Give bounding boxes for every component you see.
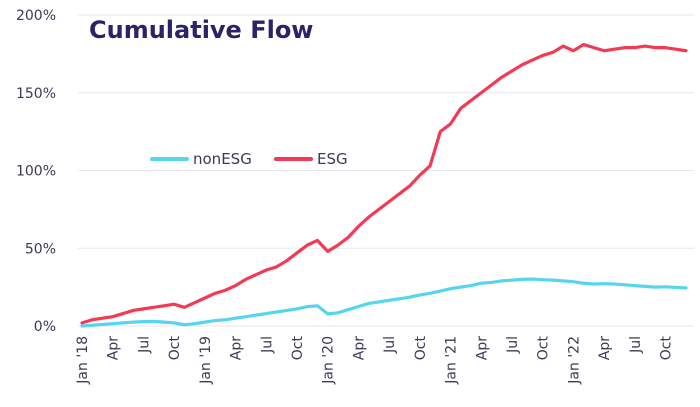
y-tick-label: 50% [25,241,56,257]
series-lines [80,42,688,328]
x-tick-label: Jan '20 [321,336,337,385]
x-tick-label: Jul [136,336,152,354]
gridlines [78,14,694,327]
x-tick-label: Jan '22 [566,336,582,385]
y-tick-label: 150% [16,86,56,102]
y-tick-label: 100% [16,164,56,180]
x-tick-label: Oct [413,336,429,361]
x-axis-ticks: Jan '18 Apr Jul Oct Jan '19 Apr Jul Oct Jan '20 A… [75,336,675,385]
x-tick-label: Jan '19 [198,336,214,385]
y-axis-ticks: 0% 50% 100% 150% 200% [16,8,56,335]
x-tick-label: Jan '21 [444,336,460,385]
x-tick-label: Jul [382,336,398,354]
x-tick-label: Oct [290,336,306,361]
x-tick-label: Jan '18 [75,336,91,385]
x-tick-label: Apr [351,336,367,360]
x-tick-label: Jul [259,336,275,354]
series-line-nonesg [80,277,688,328]
y-tick-label: 200% [16,8,56,24]
legend-label-esg: ESG [317,150,348,168]
x-tick-label: Apr [229,336,245,360]
x-tick-label: Apr [106,336,122,360]
series-line-esg [80,42,688,325]
legend: nonESG ESG [150,150,348,168]
x-tick-label: Oct [167,336,183,361]
x-tick-label: Apr [474,336,490,360]
x-tick-label: Apr [597,336,613,360]
chart-title: Cumulative Flow [89,16,313,44]
x-tick-label: Oct [659,336,675,361]
y-tick-label: 0% [34,319,56,335]
legend-label-nonesg: nonESG [193,150,252,168]
x-tick-label: Jul [628,336,644,354]
x-tick-label: Jul [505,336,521,354]
x-tick-label: Oct [536,336,552,361]
